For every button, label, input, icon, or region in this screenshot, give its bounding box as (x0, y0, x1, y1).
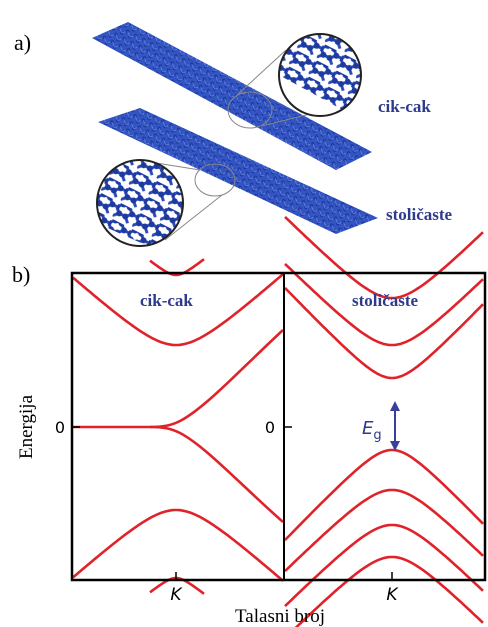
zero-label: 0 (265, 418, 275, 437)
panel-label: a) (14, 30, 31, 55)
band-curve (73, 510, 283, 581)
band-structure (73, 217, 483, 627)
y-axis-label: Energija (16, 394, 37, 459)
plot-title: cik-cak (140, 291, 193, 310)
gap-subscript: g (373, 428, 381, 443)
k-label: K (170, 585, 183, 605)
ribbon-label: stoličaste (386, 205, 453, 224)
figure: a) cik-cak stoličaste b) cik-cak stoliča… (0, 0, 488, 627)
page: a) cik-cak stoličaste b) cik-cak stoliča… (0, 0, 488, 627)
band-curve (150, 427, 283, 522)
zero-label: 0 (55, 418, 65, 437)
plot-title: stoličaste (352, 291, 419, 310)
ribbon-label: cik-cak (378, 97, 431, 116)
x-axis-label: Talasni broj (235, 606, 325, 627)
gap-symbol: E (362, 418, 374, 439)
band-curve (285, 217, 483, 298)
gap-label: Eg (362, 418, 382, 443)
k-label: K (386, 585, 399, 605)
arrow-head (390, 401, 400, 411)
panel-label: b) (12, 262, 30, 287)
